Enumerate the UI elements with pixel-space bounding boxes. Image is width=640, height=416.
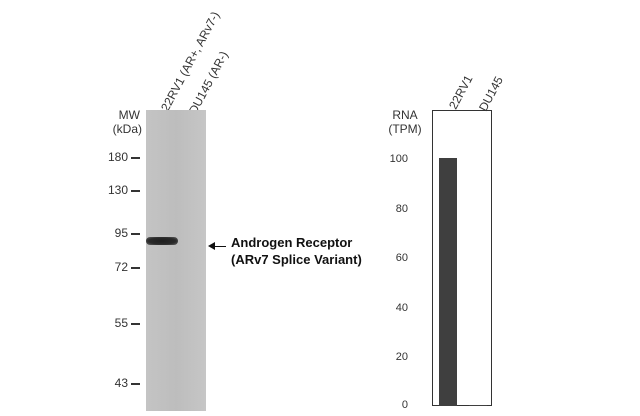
rna-bar-du145 [469,404,487,406]
annotation-protein-name: Androgen Receptor [231,235,353,250]
rna-axis-title-line2: (TPM) [388,122,422,136]
protein-band-22rv1 [146,237,178,245]
mw-marker-130: 130 [107,183,128,197]
mw-title: MW [118,108,140,122]
rna-tick-100: 100 [389,153,408,165]
rna-tick-40: 40 [395,302,408,314]
rna-axis-title-line1: RNA [392,108,418,122]
rna-tick-20: 20 [395,351,408,363]
annotation-arrow-line [214,246,226,247]
rna-category-du145: DU145 [476,74,506,114]
mw-tick-55 [131,323,140,325]
mw-marker-95: 95 [114,226,128,240]
mw-tick-95 [131,233,140,235]
mw-marker-43: 43 [114,376,128,390]
mw-tick-180 [131,157,140,159]
arrow-left-icon [208,242,215,250]
rna-axis-title: RNA (TPM) [380,108,430,136]
western-blot-image [146,110,206,411]
rna-category-22rv1: 22RV1 [446,72,476,112]
mw-tick-130 [131,190,140,192]
mw-unit: (kDa) [112,122,142,136]
mw-marker-180: 180 [107,150,128,164]
annotation-protein-variant: (ARv7 Splice Variant) [231,252,362,267]
rna-bar-22rv1 [439,157,457,406]
rna-tick-60: 60 [395,252,408,264]
rna-tick-0: 0 [401,399,408,411]
rna-tick-80: 80 [395,203,408,215]
mw-marker-55: 55 [114,316,128,330]
mw-marker-72: 72 [114,260,128,274]
rna-chart-frame [432,110,492,406]
mw-tick-72 [131,267,140,269]
mw-tick-43 [131,383,140,385]
